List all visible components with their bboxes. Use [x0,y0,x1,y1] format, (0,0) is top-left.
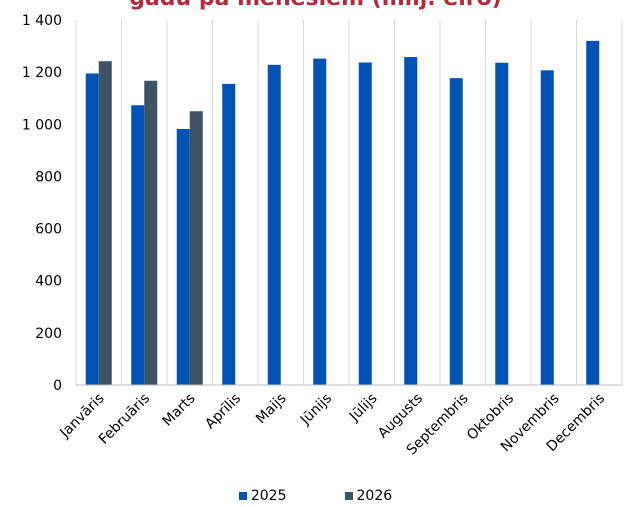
bar-2025-Aprīlis [222,83,236,385]
y-tick-labels: 0 200 400 600 800 1 000 1 200 1 400 [22,13,62,394]
x-tick-label: Jūlijs [346,391,381,426]
bar-2026-Marts [189,111,203,385]
bar-2026-Februāris [144,80,158,385]
bar-2025-Maijs [267,64,281,385]
bar-2025-Marts [176,128,190,385]
legend-swatch-2026 [344,492,353,500]
legend-item-2025: 2025 [238,488,287,504]
y-tick-label: 400 [35,274,62,290]
y-tick-label: 800 [35,169,62,185]
legend-label-2026: 2026 [356,488,393,504]
grid-lines [75,20,623,385]
y-tick-label: 1 400 [22,13,62,29]
bar-2025-Decembris [586,40,600,385]
y-tick-label: 200 [35,326,62,342]
bar-2026-Janvāris [98,61,112,385]
x-tick-label: Maijs [253,391,290,428]
y-tick-label: 1 200 [22,65,62,81]
bar-2025-Oktobris [495,62,509,385]
legend-swatch-2025 [238,492,247,500]
y-tick-label: 0 [53,378,62,394]
y-tick-label: 600 [35,222,62,238]
bar-2025-Septembris [449,78,463,385]
bar-2025-Augusts [404,57,418,386]
bar-2025-Jūnijs [313,58,327,385]
y-tick-label: 1 000 [22,117,62,133]
x-tick-label: Jūnijs [297,391,335,429]
legend-label-2025: 2025 [250,488,287,504]
bars [85,40,600,386]
legend: 2025 2026 [0,488,631,504]
chart-title: gadu pa mēnešiem (milj. eiro) [0,0,631,11]
bar-2025-Janvāris [85,73,99,386]
bar-2025-Novembris [540,70,554,385]
x-tick-label: Aprīlis [202,391,244,433]
bar-2025-Februāris [131,105,145,385]
bar-2025-Jūlijs [358,62,372,385]
x-tick-label: Marts [160,391,199,430]
legend-item-2026: 2026 [344,488,393,504]
